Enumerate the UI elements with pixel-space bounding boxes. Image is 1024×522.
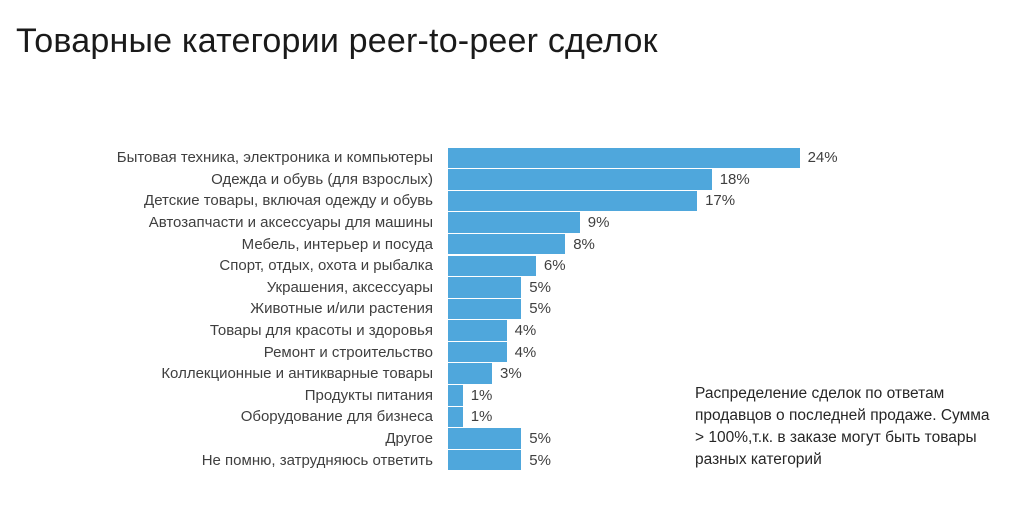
value-label: 8% xyxy=(573,235,595,253)
category-label: Бытовая техника, электроника и компьютер… xyxy=(116,149,433,167)
bar-area: 1% xyxy=(448,406,1008,428)
value-label: 5% xyxy=(529,451,551,469)
category-label: Продукты питания xyxy=(304,386,433,404)
value-label: 9% xyxy=(587,214,610,232)
value-label: 6% xyxy=(543,257,566,275)
category-label: Ремонт и строительство xyxy=(263,343,433,361)
value-label: 4% xyxy=(514,343,537,361)
bar xyxy=(448,147,800,169)
bar-row: Животные и/или растения 5% xyxy=(18,298,1008,320)
bar xyxy=(448,190,698,212)
value-label: 17% xyxy=(705,192,736,210)
bar xyxy=(448,363,492,384)
bar-area: 5% xyxy=(448,277,1008,299)
bar-row: Детские товары, включая одежду и обувь 17… xyxy=(18,190,1008,212)
bar-rows: Бытовая техника, электроника и компьютер… xyxy=(18,147,1008,471)
bar-area: 24% xyxy=(448,147,1008,169)
bar-row: Коллекционные и антикварные товары 3% xyxy=(18,363,1008,385)
bar-area: 4% xyxy=(448,320,1008,342)
value-label: 5% xyxy=(529,300,551,318)
category-label: Товары для красоты и здоровья xyxy=(209,322,433,340)
bar-area: 4% xyxy=(448,341,1008,363)
category-label: Животные и/или растения xyxy=(250,300,433,318)
bar-row: Спорт, отдых, охота и рыбалка 6% xyxy=(18,255,1008,277)
bar xyxy=(448,277,522,298)
category-label: Одежда и обувь (для взрослых) xyxy=(211,170,433,188)
chart-title: Товарные категории peer-to-peer сделок xyxy=(16,22,658,60)
category-label: Оборудование для бизнеса xyxy=(240,408,433,426)
value-label: 3% xyxy=(500,365,522,383)
category-label: Украшения, аксессуары xyxy=(266,278,433,296)
bar-area: 5% xyxy=(448,449,1008,471)
bar xyxy=(448,385,463,406)
bar-row: Не помню, затрудняюсь ответить 5% xyxy=(18,449,1008,471)
bar xyxy=(448,233,566,255)
bar xyxy=(448,255,536,277)
bar xyxy=(448,406,463,428)
bar-area: 9% xyxy=(448,212,1008,234)
bar xyxy=(448,298,522,320)
bar-row: Другое 5% xyxy=(18,428,1008,450)
bar-row: Украшения, аксессуары 5% xyxy=(18,277,1008,299)
bar xyxy=(448,449,522,471)
bar-row: Мебель, интерьер и посуда 8% xyxy=(18,233,1008,255)
bar-area: 8% xyxy=(448,233,1008,255)
bar-row: Бытовая техника, электроника и компьютер… xyxy=(18,147,1008,169)
bar xyxy=(448,341,507,363)
bar xyxy=(448,169,712,190)
value-label: 1% xyxy=(470,408,493,426)
chart-annotation: Распределение сделок по ответам продавцо… xyxy=(695,385,990,468)
bar xyxy=(448,212,580,233)
bar-row: Продукты питания 1% xyxy=(18,385,1008,407)
category-label: Мебель, интерьер и посуда xyxy=(241,235,433,253)
category-label: Спорт, отдых, охота и рыбалка xyxy=(219,257,433,275)
bar-area: 18% xyxy=(448,169,1008,191)
category-label: Другое xyxy=(385,430,433,448)
bar-chart: Бытовая техника, электроника и компьютер… xyxy=(18,147,1008,471)
value-label: 5% xyxy=(529,430,551,448)
bar-area: 5% xyxy=(448,428,1008,450)
bar-area: 6% xyxy=(448,255,1008,277)
bar-row: Одежда и обувь (для взрослых) 18% xyxy=(18,169,1008,191)
value-label: 5% xyxy=(529,278,551,296)
bar-row: Автозапчасти и аксессуары для машины 9% xyxy=(18,212,1008,234)
bar-row: Ремонт и строительство 4% xyxy=(18,341,1008,363)
bar-row: Оборудование для бизнеса 1% xyxy=(18,406,1008,428)
category-label: Коллекционные и антикварные товары xyxy=(161,365,433,383)
bar-area: 1% xyxy=(448,385,1008,407)
value-label: 18% xyxy=(719,170,750,188)
bar-area: 17% xyxy=(448,190,1008,212)
value-label: 24% xyxy=(807,149,838,167)
category-label: Автозапчасти и аксессуары для машины xyxy=(148,214,433,232)
value-label: 1% xyxy=(470,386,493,404)
bar xyxy=(448,320,507,341)
bar-area: 5% xyxy=(448,298,1008,320)
category-label: Детские товары, включая одежду и обувь xyxy=(144,192,433,210)
category-label: Не помню, затрудняюсь ответить xyxy=(201,451,433,469)
bar-row: Товары для красоты и здоровья 4% xyxy=(18,320,1008,342)
bar-area: 3% xyxy=(448,363,1008,385)
value-label: 4% xyxy=(514,322,537,340)
bar xyxy=(448,428,522,449)
